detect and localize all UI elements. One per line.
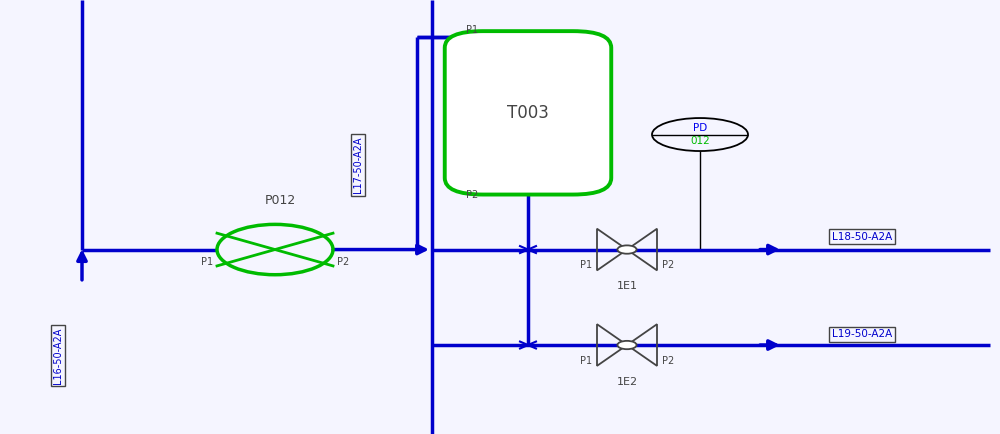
Text: P012: P012 bbox=[264, 194, 296, 207]
Circle shape bbox=[617, 245, 637, 254]
Text: L17-50-A2A: L17-50-A2A bbox=[353, 137, 363, 193]
Text: L19-50-A2A: L19-50-A2A bbox=[832, 329, 892, 339]
Text: P2: P2 bbox=[337, 257, 349, 267]
Text: P1: P1 bbox=[466, 25, 478, 36]
Text: 1E1: 1E1 bbox=[616, 281, 638, 291]
Circle shape bbox=[617, 341, 637, 349]
Text: P2: P2 bbox=[662, 260, 674, 270]
Text: P2: P2 bbox=[466, 190, 478, 201]
FancyBboxPatch shape bbox=[445, 31, 611, 194]
Text: P1: P1 bbox=[580, 356, 592, 366]
Text: T003: T003 bbox=[507, 104, 549, 122]
Text: 012: 012 bbox=[690, 136, 710, 146]
Text: L18-50-A2A: L18-50-A2A bbox=[832, 231, 892, 242]
Text: 1E2: 1E2 bbox=[616, 377, 638, 387]
Text: P2: P2 bbox=[662, 356, 674, 366]
Text: P1: P1 bbox=[580, 260, 592, 270]
Text: P1: P1 bbox=[201, 257, 213, 267]
Text: PD: PD bbox=[693, 123, 707, 133]
Text: L16-50-A2A: L16-50-A2A bbox=[53, 328, 63, 384]
